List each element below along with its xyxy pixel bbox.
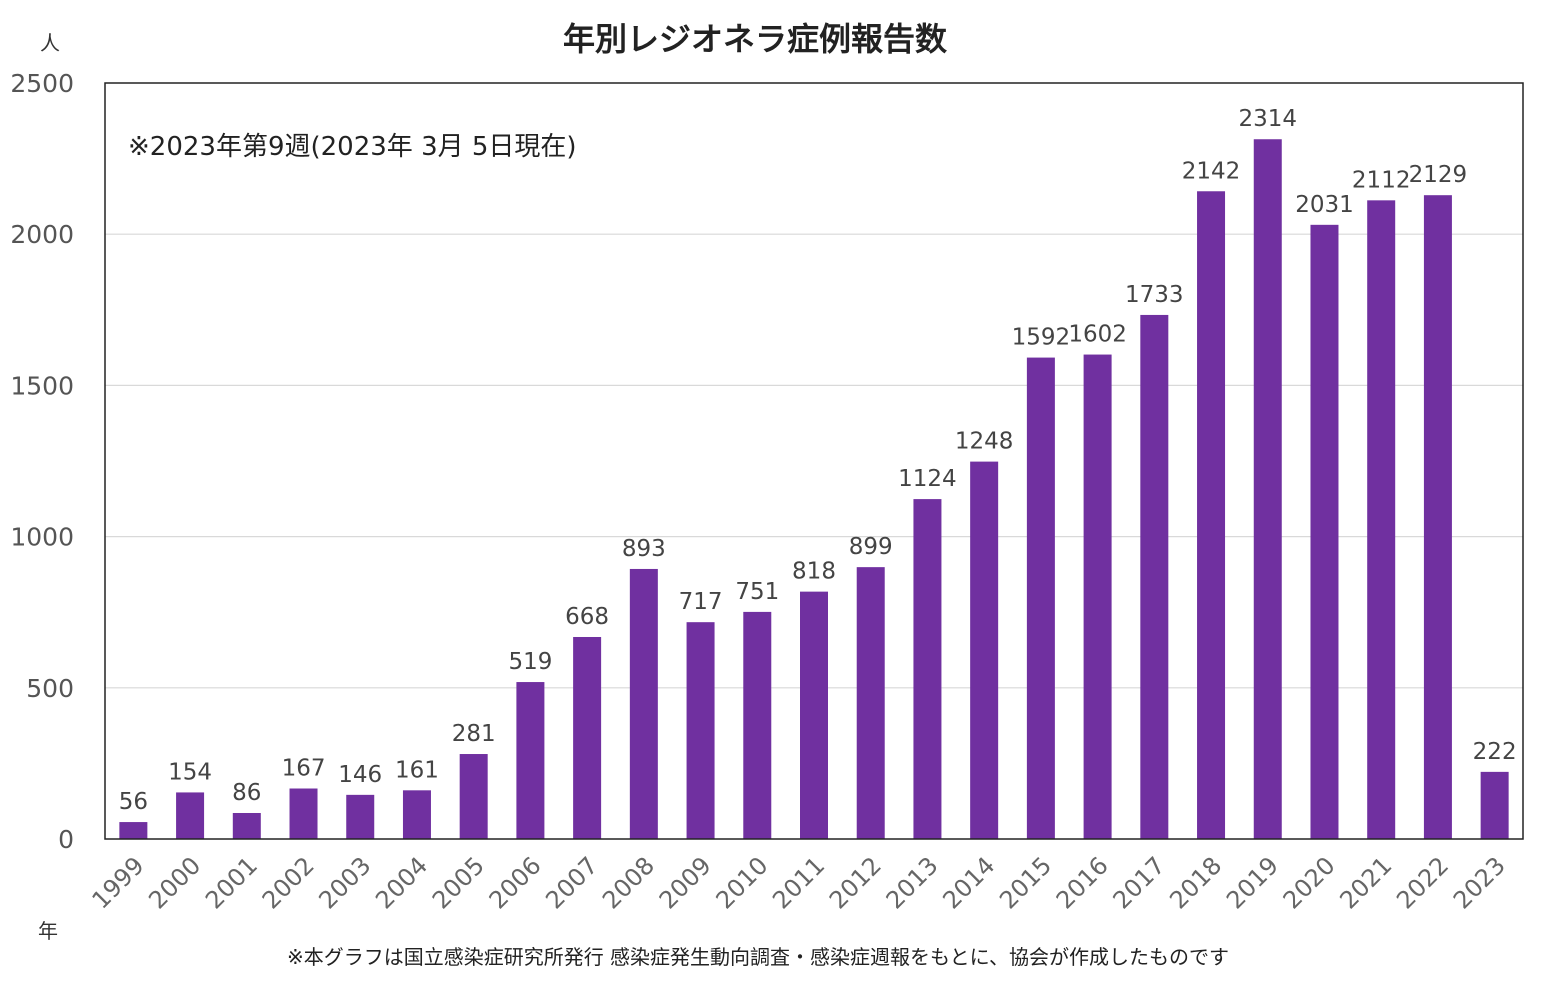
data-label-2020: 2031 [1295,192,1354,218]
bar-2010 [743,611,772,839]
x-tick-label-2001: 2001 [200,851,263,914]
x-tick-label-2000: 2000 [143,851,206,914]
data-label-2016: 1602 [1068,322,1127,348]
bar-2021 [1367,200,1396,840]
bar-2018 [1197,191,1226,839]
data-label-2018: 2142 [1182,158,1241,184]
data-label-2011: 818 [792,559,836,585]
x-tick-label-2011: 2011 [767,851,830,914]
bar-2016 [1083,354,1112,839]
bar-2015 [1026,357,1055,839]
bar-2005 [459,754,488,839]
x-tick-label-2002: 2002 [257,851,320,914]
data-label-2001: 86 [232,780,261,806]
y-tick-label: 1000 [10,523,74,552]
data-label-1999: 56 [119,789,148,815]
bar-2011 [800,591,828,839]
x-tick-label-2022: 2022 [1391,851,1454,914]
data-label-2019: 2314 [1238,106,1297,132]
y-tick-label: 1500 [10,371,74,400]
y-tick-label: 0 [58,825,74,854]
data-label-2022: 2129 [1409,162,1468,188]
y-unit-label: 人 [40,31,60,55]
data-label-2021: 2112 [1352,167,1411,193]
x-tick-label-2014: 2014 [937,851,1000,914]
x-tick-label-2010: 2010 [711,851,774,914]
data-label-2002: 167 [282,755,326,781]
x-tick-label-2008: 2008 [597,851,660,914]
x-tick-label-2021: 2021 [1334,851,1397,914]
bar-2023 [1480,771,1509,839]
x-axis-ticks: 1999200020012002200320042005200620072008… [87,851,1511,914]
data-label-2005: 281 [452,721,496,747]
chart-footer: ※本グラフは国立感染症研究所発行 感染症発生動向調査・感染症週報をもとに、協会が… [287,945,1229,969]
bar-2022 [1423,195,1452,839]
data-label-2000: 154 [168,759,212,785]
x-tick-label-2005: 2005 [427,851,490,914]
x-unit-label: 年 [38,919,58,943]
data-label-2008: 893 [622,536,666,562]
bars [119,139,1509,840]
bar-2006 [516,682,545,839]
bar-2019 [1253,139,1282,839]
data-label-2007: 668 [565,604,609,630]
y-tick-label: 2500 [10,69,74,98]
data-label-2023: 222 [1473,739,1517,765]
x-tick-label-2013: 2013 [881,851,944,914]
y-tick-label: 2000 [10,220,74,249]
bar-2001 [232,812,261,839]
bar-2008 [629,568,658,839]
bar-2020 [1310,224,1339,839]
data-labels: 56 154 86 167 146 161 281 519 668 893 717 751 818 899… [119,106,1517,815]
data-label-2004: 161 [395,757,439,783]
data-label-2006: 519 [508,649,552,675]
plot-frame [104,82,1524,840]
data-label-2012: 899 [849,534,893,560]
x-tick-label-1999: 1999 [87,851,150,914]
x-tick-label-2015: 2015 [994,851,1057,914]
x-tick-label-2016: 2016 [1051,851,1114,914]
bar-2000 [176,792,205,839]
bar-2007 [573,636,602,839]
x-tick-label-2020: 2020 [1278,851,1341,914]
x-tick-label-2019: 2019 [1221,851,1284,914]
x-tick-label-2006: 2006 [484,851,547,914]
bar-2004 [402,790,431,839]
bar-1999 [119,822,148,839]
x-tick-label-2012: 2012 [824,851,887,914]
x-tick-label-2017: 2017 [1108,851,1171,914]
bar-2009 [686,622,715,839]
x-tick-label-2004: 2004 [370,851,433,914]
bar-2002 [289,788,318,839]
data-label-2009: 717 [679,589,723,615]
data-label-2013: 1124 [898,466,957,492]
x-tick-label-2007: 2007 [540,851,603,914]
x-tick-label-2009: 2009 [654,851,717,914]
x-tick-label-2003: 2003 [313,851,376,914]
chart-title: 年別レジオネラ症例報告数 [563,20,948,58]
data-label-2015: 1592 [1012,325,1071,351]
bar-2003 [346,794,375,839]
y-tick-label: 500 [26,674,74,703]
data-label-2003: 146 [338,762,382,788]
x-tick-label-2018: 2018 [1164,851,1227,914]
data-label-2017: 1733 [1125,282,1184,308]
chart-note: ※2023年第9週(2023年 3月 5日現在) [128,132,577,162]
bar-2012 [856,567,885,839]
bar-2017 [1140,314,1169,839]
y-axis-ticks: 0 500 1000 1500 2000 2500 [10,69,74,854]
data-label-2010: 751 [735,579,779,605]
bar-2014 [970,461,999,839]
bar-2013 [913,499,942,839]
data-label-2014: 1248 [955,429,1014,455]
x-tick-label-2023: 2023 [1448,851,1511,914]
